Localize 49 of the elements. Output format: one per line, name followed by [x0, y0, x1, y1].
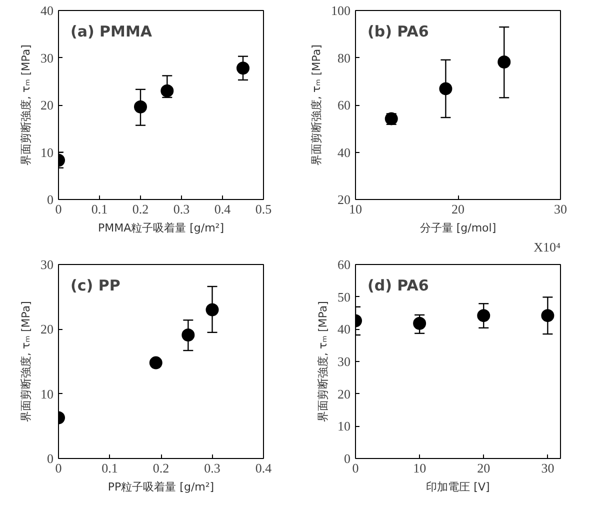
y-tick-label: 40 [338, 322, 350, 337]
text: (d) PA6 [368, 276, 429, 294]
y-tick-label: 100 [331, 3, 350, 18]
text: (b) PA6 [368, 22, 429, 40]
x-axis-title: PP粒子吸着量 [g/m²] [108, 480, 214, 494]
y-tick-label: 30 [40, 257, 54, 272]
x-tick-label: 20 [452, 202, 464, 216]
y-axis-title: 界面剪断強度, τₘ [MPa] [310, 44, 323, 166]
x-axis-title: PMMA粒子吸着量 [g/m²] [98, 222, 224, 234]
y-tick-label: 20 [40, 98, 54, 112]
text: (c) PP [70, 276, 120, 294]
y-tick-label: 60 [338, 257, 350, 272]
y-tick-label: 10 [40, 386, 54, 402]
x-tick-label: 0.1 [91, 202, 108, 216]
y-axis-title: 界面剪断強度, τₘ [MPa] [20, 301, 32, 422]
y-tick-label: 40 [40, 3, 54, 18]
x-tick-label: 10 [349, 202, 362, 216]
x-tick-label: 0.5 [255, 202, 272, 216]
x-tick-label: 20 [477, 460, 490, 476]
y-tick-label: 30 [338, 354, 350, 369]
x-tick-label: 0.4 [255, 460, 272, 476]
x-tick-label: 30 [554, 202, 567, 216]
y-axis-title: 界面剪断強度, τₘ [MPa] [316, 301, 330, 422]
x-tick-label: 0.1 [102, 460, 118, 476]
x-tick-label: 0.2 [132, 202, 149, 216]
text: X10⁴ [534, 240, 561, 254]
y-tick-label: 60 [338, 98, 350, 112]
y-tick-label: 40 [338, 144, 350, 160]
y-tick-label: 20 [338, 192, 350, 207]
y-tick-label: 30 [40, 50, 54, 66]
y-tick-label: 0 [47, 451, 54, 466]
x-tick-label: 0.4 [214, 202, 232, 216]
y-tick-label: 20 [40, 322, 54, 337]
x-axis-title: 分子量 [g/mol] [420, 222, 496, 234]
x-axis-title: 印加電圧 [V] [426, 480, 490, 494]
x-tick-label: 30 [541, 460, 554, 476]
x-tick-label: 0.3 [204, 460, 220, 476]
y-tick-label: 80 [338, 50, 350, 66]
y-tick-label: 10 [40, 144, 54, 160]
y-tick-label: 50 [338, 289, 350, 304]
y-tick-label: 20 [338, 386, 350, 402]
text: (a) PMMA [70, 22, 152, 40]
y-tick-label: 10 [338, 418, 350, 434]
x-tick-label: 0.2 [152, 460, 170, 476]
x-tick-label: 0.3 [173, 202, 190, 216]
y-tick-label: 0 [344, 451, 350, 466]
y-axis-title: 界面剪断強度, τₘ [MPa] [20, 44, 32, 166]
y-tick-label: 0 [47, 192, 54, 207]
x-tick-label: 10 [413, 460, 426, 476]
